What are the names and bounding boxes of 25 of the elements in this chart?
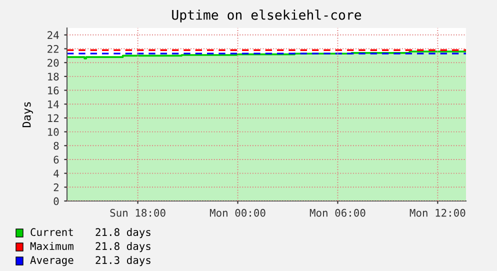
- legend-label: Maximum: [30, 242, 74, 250]
- chart-title: Uptime on elsekiehl-core: [172, 10, 362, 22]
- y-tick-label: 6: [54, 156, 59, 164]
- y-tick-label: 2: [54, 183, 58, 192]
- y-tick-label: 4: [54, 170, 59, 178]
- legend-label: Current: [30, 228, 73, 236]
- y-tick-label: 16: [48, 86, 59, 94]
- y-tick-label: 8: [54, 142, 59, 150]
- y-tick-label: 18: [48, 72, 59, 81]
- x-tick-label: Sun 18:00: [110, 208, 166, 217]
- y-axis-title: Days: [22, 102, 33, 128]
- y-tick-label: 10: [48, 128, 59, 136]
- y-tick-label: 20: [48, 58, 59, 67]
- text: 21.3 days: [96, 256, 150, 266]
- x-tick-label: Mon 12:00: [410, 208, 466, 217]
- y-tick-label: 12: [48, 114, 58, 122]
- y-tick-label: 22: [48, 45, 58, 53]
- y-tick-label: 14: [48, 100, 59, 108]
- x-tick-label: Mon 00:00: [210, 208, 266, 217]
- x-tick-label: Mon 06:00: [310, 208, 366, 217]
- text: 21.8 days: [96, 242, 150, 252]
- y-tick-label: 0: [54, 197, 59, 206]
- text: 21.8 days: [96, 228, 150, 238]
- legend-label: Average: [30, 256, 74, 266]
- y-tick-label: 24: [48, 31, 59, 39]
